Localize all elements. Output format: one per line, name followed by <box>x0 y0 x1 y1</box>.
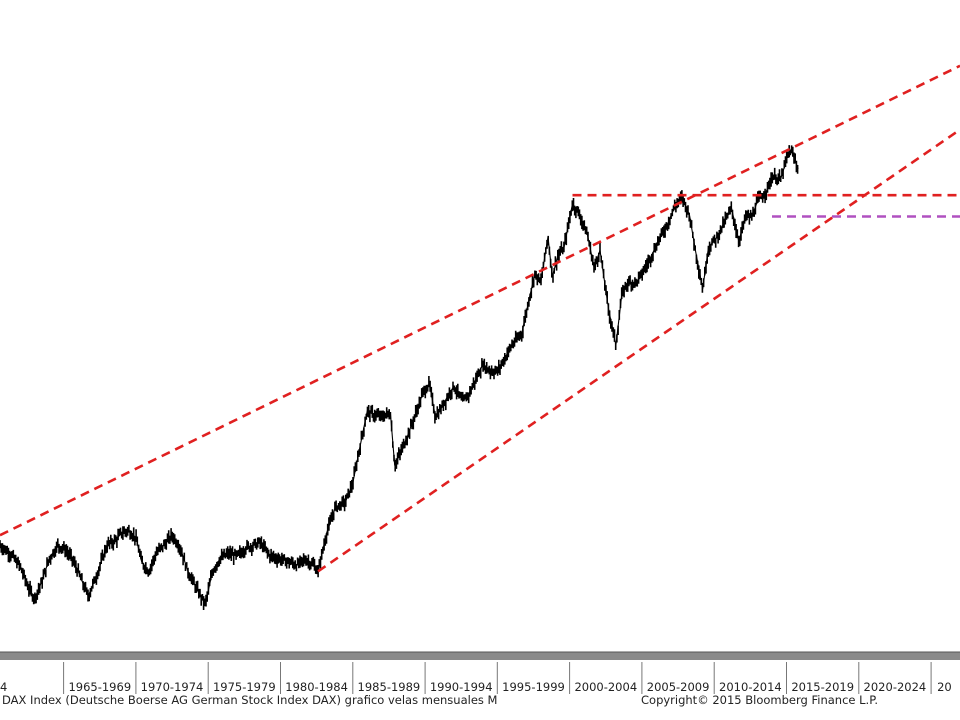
axis-band <box>0 652 960 660</box>
price-candles <box>0 145 799 610</box>
x-tick-label: 4 <box>0 680 7 694</box>
copyright-note: Copyright© 2015 Bloomberg Finance L.P. <box>641 693 878 707</box>
trendline-0 <box>0 64 960 537</box>
x-tick-label: 20 <box>937 680 952 694</box>
x-tick-label: 1990-1994 <box>430 680 493 694</box>
x-tick-label: 2000-2004 <box>574 680 637 694</box>
x-tick-label: 2005-2009 <box>647 680 710 694</box>
x-axis: 4 1965-1969 1970-1974 1975-1979 1980-1984 198… <box>0 651 960 694</box>
x-tick-label: 1985-1989 <box>358 680 421 694</box>
plot-area <box>0 64 960 610</box>
price-line <box>0 148 799 606</box>
x-tick-label: 1970-1974 <box>141 680 204 694</box>
x-tick-label: 2020-2024 <box>864 680 927 694</box>
x-tick-label: 2015-2019 <box>791 680 854 694</box>
x-tick-label: 2010-2014 <box>719 680 782 694</box>
x-tick-label: 1995-1999 <box>502 680 565 694</box>
trendline-1 <box>317 128 960 573</box>
x-tick-label: 1965-1969 <box>68 680 131 694</box>
x-tick-label: 1975-1979 <box>213 680 276 694</box>
x-tick-label: 1980-1984 <box>285 680 348 694</box>
source-note: DAX Index (Deutsche Boerse AG German Sto… <box>2 693 498 707</box>
